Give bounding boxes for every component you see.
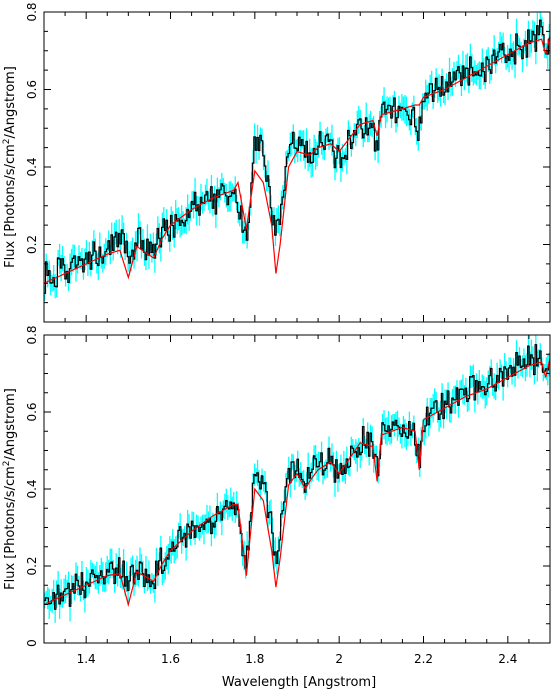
y-tick-label: 0.4	[25, 479, 39, 498]
x-axis-label: Wavelength [Angstrom]	[222, 675, 376, 690]
x-tick-label: 1.6	[161, 652, 180, 666]
y-axis-label: Flux [Photons/s/cm2/Angstrom]	[2, 66, 18, 268]
y-tick-label: 0.6	[25, 402, 39, 421]
x-tick-label: 2.4	[498, 652, 517, 666]
y-tick-label: 0.2	[25, 556, 39, 575]
data-series-line	[44, 19, 550, 294]
x-tick-label: 1.4	[77, 652, 96, 666]
x-tick-label: 1.8	[245, 652, 264, 666]
y-axis-label: Flux [Photons/s/cm2/Angstrom]	[2, 388, 18, 590]
y-tick-label: 0.2	[25, 235, 39, 254]
x-tick-label: 2.2	[414, 652, 433, 666]
y-tick-label: 0.8	[25, 2, 39, 21]
x-tick-label: 2	[335, 652, 343, 666]
model-series-line	[44, 35, 550, 284]
y-tick-label: 0.4	[25, 157, 39, 176]
data-series-line	[44, 344, 550, 610]
top-panel: 0.2 0.4 0.6 0.8 Flux [Photons/s/cm2/Angstrom…	[2, 2, 551, 323]
plot-frame	[43, 11, 551, 323]
y-tick-label: 0.8	[25, 325, 39, 344]
error-bars	[44, 12, 550, 301]
model-series-line	[44, 357, 550, 607]
y-tick-label: 0	[25, 639, 39, 647]
bottom-panel: 1.4 1.6 1.8 2 2.2 2.4 0 0.2 0.4 0.6 0.8 Flux [Photo…	[2, 325, 551, 666]
y-tick-label: 0.6	[25, 80, 39, 99]
